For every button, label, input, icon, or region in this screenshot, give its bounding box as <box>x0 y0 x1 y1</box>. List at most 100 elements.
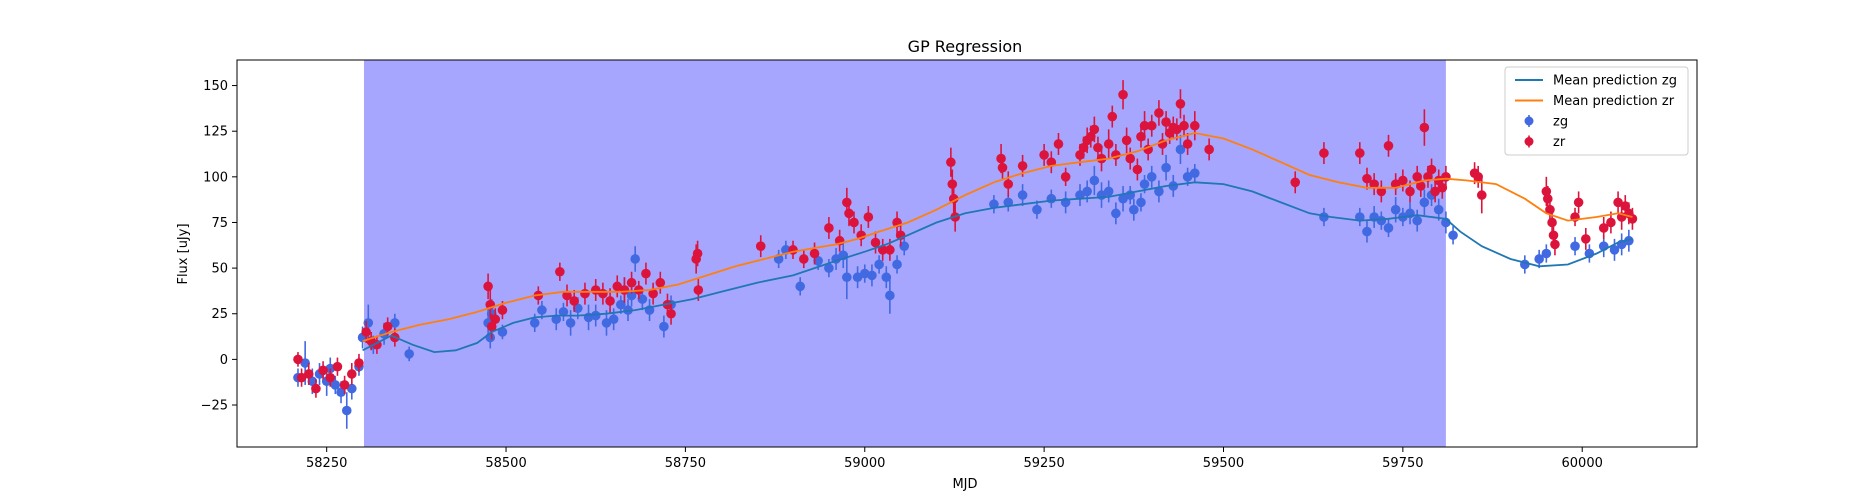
data-point-zg <box>558 307 569 317</box>
data-point-zr <box>849 217 859 228</box>
data-point-zr <box>1419 122 1430 133</box>
data-point-zr <box>1107 111 1118 122</box>
series-zg <box>293 134 1634 429</box>
data-point-zr <box>648 288 658 299</box>
data-point-zr <box>1039 150 1049 160</box>
legend-entry-zr-line: Mean prediction zr <box>1515 94 1675 109</box>
data-point-zg <box>551 314 562 325</box>
data-point-zr <box>844 208 854 219</box>
data-point-zr <box>693 285 704 295</box>
x-tick-label: 58250 <box>306 456 347 471</box>
data-point-zr <box>1118 89 1128 100</box>
data-point-zr <box>1060 172 1071 182</box>
y-tick-label: 125 <box>203 125 228 140</box>
data-point-zr <box>946 157 956 168</box>
data-point-zr <box>605 296 615 306</box>
data-point-zr <box>1003 179 1014 189</box>
data-point-zr <box>332 361 343 372</box>
data-point-zg <box>1433 204 1444 215</box>
legend-marker-swatch <box>1524 116 1534 126</box>
data-point-zg <box>341 405 352 416</box>
y-tick-label: 50 <box>211 262 228 277</box>
data-point-zr <box>311 383 321 394</box>
data-point-zg <box>1003 197 1014 208</box>
data-point-zr <box>1580 234 1591 244</box>
data-point-zg <box>867 270 877 281</box>
data-point-zr <box>824 223 834 233</box>
data-point-zg <box>346 383 357 394</box>
data-point-zr <box>580 288 590 299</box>
data-point-zg <box>1362 226 1372 237</box>
data-point-zr <box>1362 173 1372 184</box>
data-point-zr <box>303 369 314 379</box>
legend-marker-swatch <box>1524 137 1534 146</box>
data-point-zg <box>637 294 648 304</box>
chart-title: GP Regression <box>908 37 1023 56</box>
data-point-zr <box>947 179 958 189</box>
data-point-zr <box>346 369 357 379</box>
data-point-zr <box>1046 157 1057 168</box>
data-point-zg <box>842 272 852 283</box>
data-point-zr <box>1179 120 1189 131</box>
data-point-zg <box>1412 215 1422 226</box>
data-point-zg <box>1570 241 1580 251</box>
data-point-zr <box>497 305 508 315</box>
data-point-zr <box>483 281 493 292</box>
data-point-zr <box>1017 161 1028 171</box>
data-point-zr <box>354 358 364 368</box>
x-tick-label: 58500 <box>485 456 526 471</box>
data-point-zr <box>1473 172 1483 182</box>
data-point-zg <box>899 241 910 251</box>
data-point-zr <box>1573 197 1584 208</box>
data-point-zr <box>842 197 852 208</box>
data-point-zg <box>1541 248 1552 259</box>
data-point-zr <box>486 321 497 332</box>
data-point-zg <box>300 358 310 368</box>
data-point-zr <box>885 245 895 255</box>
y-axis-label: Flux [uJy] <box>176 223 191 284</box>
data-point-zg <box>1390 204 1401 215</box>
data-point-zg <box>1139 179 1150 189</box>
plot-area <box>293 60 1638 447</box>
data-point-zr <box>863 212 874 222</box>
data-point-zr <box>1398 175 1408 186</box>
data-point-zg <box>881 272 892 283</box>
data-point-zg <box>623 305 633 315</box>
plot-frame <box>236 59 1698 448</box>
data-point-zr <box>1542 193 1553 204</box>
data-point-zr <box>1053 139 1064 149</box>
data-point-zg <box>616 299 626 310</box>
data-point-zg <box>859 268 870 279</box>
y-tick-label: 75 <box>211 216 228 231</box>
data-point-zr <box>692 248 703 259</box>
data-point-zr <box>1405 186 1415 197</box>
data-point-zr <box>1089 124 1100 135</box>
data-point-zr <box>1154 108 1164 118</box>
data-point-zg <box>852 272 863 283</box>
data-point-zg <box>330 380 341 390</box>
data-point-zr <box>361 327 371 337</box>
data-point-zr <box>1412 172 1422 182</box>
data-point-zr <box>569 296 579 306</box>
data-point-zg <box>390 318 400 328</box>
data-point-zr <box>1103 139 1114 149</box>
data-point-zg <box>1129 204 1139 215</box>
data-point-zr <box>382 321 393 332</box>
data-point-zr <box>1182 139 1193 149</box>
y-tick-label: −25 <box>201 399 228 414</box>
data-point-zg <box>1154 186 1164 197</box>
data-point-zg <box>590 310 601 321</box>
data-point-zr <box>1606 217 1616 228</box>
data-point-zr <box>1204 144 1214 155</box>
data-point-zg <box>1075 190 1085 200</box>
data-point-zr <box>1547 217 1557 228</box>
data-point-zg <box>1017 190 1028 200</box>
data-point-zr <box>948 193 959 204</box>
data-point-zr <box>809 248 820 259</box>
x-axis-label: MJD <box>952 477 977 492</box>
data-point-zr <box>870 237 881 248</box>
data-point-zg <box>1189 168 1200 178</box>
x-tick-label: 58750 <box>665 456 706 471</box>
data-point-zg <box>1046 193 1057 204</box>
